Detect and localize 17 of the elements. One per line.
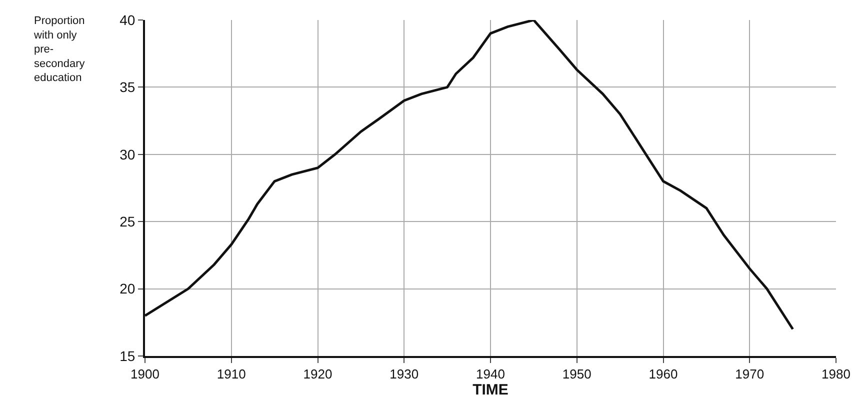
x-tick-label: 1970 xyxy=(735,366,764,382)
x-tick-label: 1910 xyxy=(216,366,246,382)
x-tick-label: 1920 xyxy=(303,366,332,382)
x-tick-label: 1930 xyxy=(390,366,419,382)
x-tick-label: 1940 xyxy=(476,366,505,382)
y-tick-label: 25 xyxy=(120,214,136,230)
x-tick-label: 1980 xyxy=(822,366,850,382)
y-tick-label: 20 xyxy=(120,280,136,297)
y-tick-label: 30 xyxy=(120,146,136,162)
y-tick-label: 15 xyxy=(120,348,136,364)
x-tick-label: 1900 xyxy=(130,366,160,382)
x-tick-label: 1960 xyxy=(648,366,678,382)
y-tick-label: 40 xyxy=(120,12,136,28)
x-axis-title: TIME xyxy=(472,382,508,399)
y-tick-label: 35 xyxy=(120,79,136,96)
x-tick-label: 1950 xyxy=(562,366,592,382)
y-axis-title: Proportion with only pre- secondary education xyxy=(33,15,86,84)
